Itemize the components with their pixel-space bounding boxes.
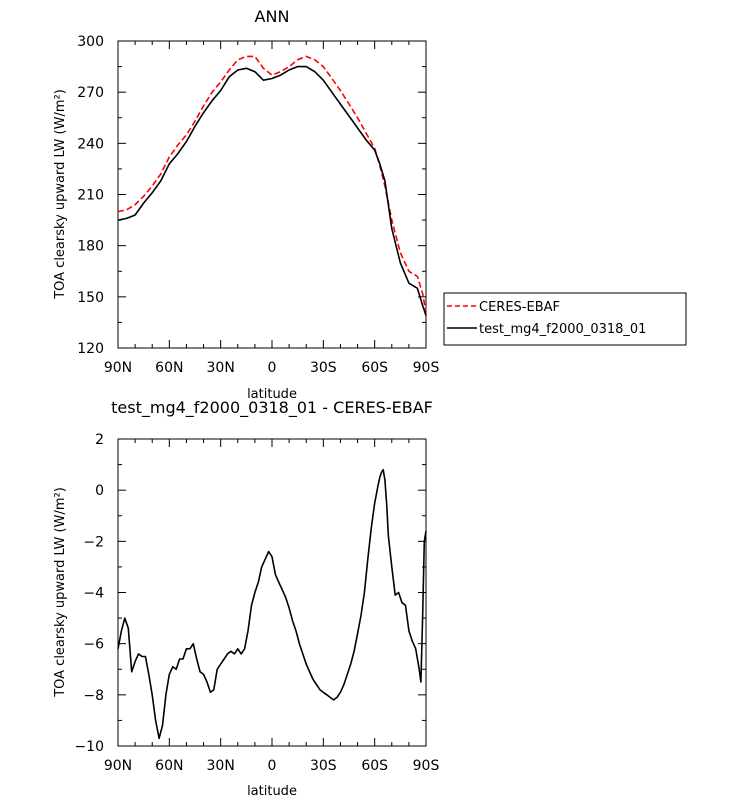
bottom-panel-title: test_mg4_f2000_0318_01 - CERES-EBAF [111, 398, 433, 418]
bottom-y-tick-label: −10 [74, 739, 104, 755]
top-x-tick-label: 90S [413, 360, 440, 376]
top-x-tick-label: 0 [268, 360, 277, 376]
bottom-x-axis-label: latitude [247, 784, 297, 799]
bottom-x-tick-label: 60N [155, 758, 183, 774]
bottom-x-tick-label: 30N [207, 758, 235, 774]
bottom-y-tick-label: 0 [95, 483, 104, 499]
top-panel-title: ANN [255, 7, 290, 26]
top-panel: ANN 90N 60N 30N 0 30S 60S 90S 120 150 180 210 240 27… [53, 7, 687, 402]
bottom-x-tick-label: 60S [361, 758, 388, 774]
top-x-tick-label: 60N [155, 360, 183, 376]
top-y-tick-label: 150 [77, 290, 104, 306]
bottom-lines [117, 468, 427, 740]
bottom-y-tick-label: −4 [83, 586, 104, 602]
top-y-tick-label: 210 [77, 188, 104, 204]
bottom-y-axis-label: TOA clearsky upward LW (W/m²) [53, 487, 68, 698]
top-plot-frame [117, 40, 427, 349]
top-x-tick-label: 30N [207, 360, 235, 376]
top-x-tick-label: 90N [104, 360, 132, 376]
top-series-line-1 [117, 65, 427, 316]
top-lines [117, 55, 427, 316]
top-x-axis-label: latitude [247, 387, 297, 402]
bottom-x-tick-label: 0 [268, 758, 277, 774]
top-y-tick-label: 180 [77, 239, 104, 255]
bottom-ticks: 90N 60N 30N 0 30S 60S 90S −10 −8 −6 −4 −2 0 2 [74, 432, 439, 774]
bottom-plot-frame [117, 438, 427, 747]
top-y-tick-label: 270 [77, 85, 104, 101]
top-x-tick-label: 30S [310, 360, 337, 376]
top-y-tick-label: 300 [77, 34, 104, 50]
top-ticks: 90N 60N 30N 0 30S 60S 90S 120 150 180 210 240 270 300 [77, 34, 439, 376]
bottom-y-tick-label: −6 [83, 637, 104, 653]
top-series-line-0 [117, 55, 427, 313]
legend-label-ceres: CERES-EBAF [479, 300, 560, 315]
bottom-series-line-0 [117, 468, 427, 740]
top-y-axis-label: TOA clearsky upward LW (W/m²) [53, 89, 68, 300]
bottom-y-tick-label: 2 [95, 432, 104, 448]
bottom-y-tick-label: −2 [83, 534, 104, 550]
bottom-x-tick-label: 90S [413, 758, 440, 774]
bottom-x-tick-label: 30S [310, 758, 337, 774]
legend-box [443, 292, 687, 346]
top-y-tick-label: 240 [77, 136, 104, 152]
bottom-x-tick-label: 90N [104, 758, 132, 774]
legend: CERES-EBAF test_mg4_f2000_0318_01 [443, 292, 687, 346]
top-x-tick-label: 60S [361, 360, 388, 376]
top-y-tick-label: 120 [77, 341, 104, 357]
legend-label-test: test_mg4_f2000_0318_01 [479, 322, 646, 337]
bottom-y-tick-label: −8 [83, 688, 104, 704]
bottom-panel: test_mg4_f2000_0318_01 - CERES-EBAF 90N 6… [53, 398, 439, 799]
